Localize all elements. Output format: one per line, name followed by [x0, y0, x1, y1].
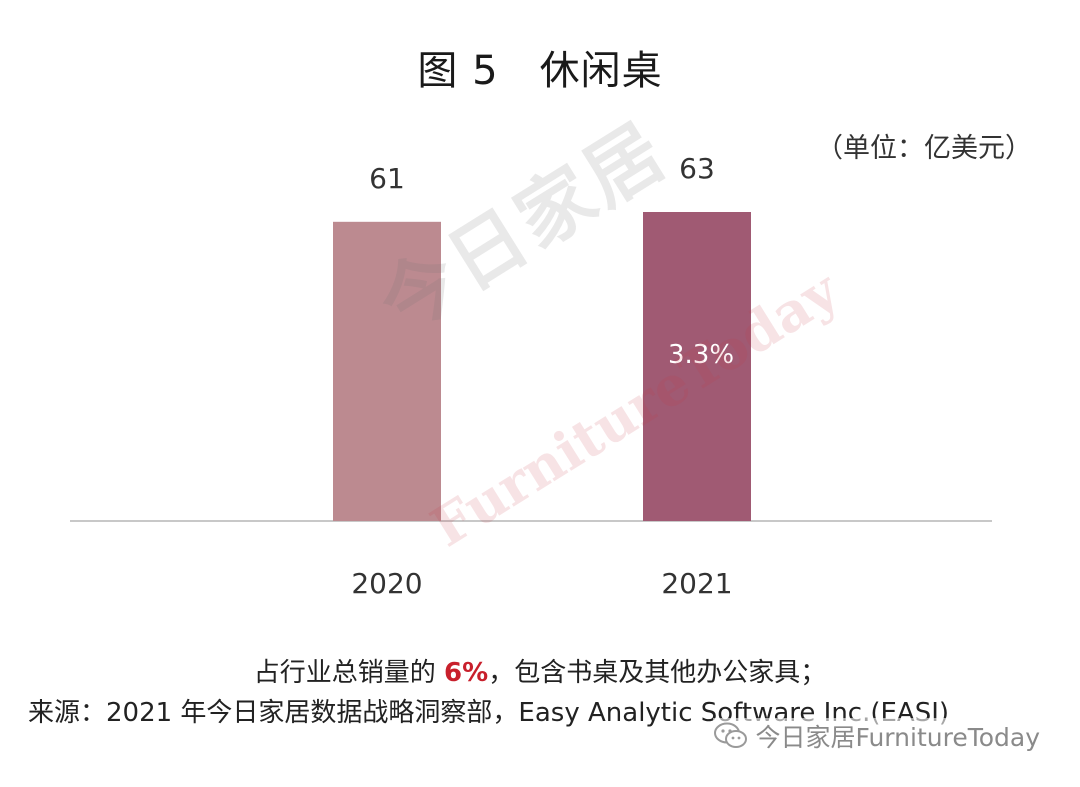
wechat-icon: [714, 722, 748, 748]
bar-2020: [333, 221, 441, 522]
unit-label: （单位：亿美元）: [816, 133, 1032, 164]
note-share-highlight: 6%: [444, 658, 489, 688]
note-share-prefix: 占行业总销量的: [253, 658, 445, 688]
note-share-suffix: ，包含书桌及其他办公家具；: [488, 658, 827, 688]
chart-title: 图 5 休闲桌: [417, 48, 663, 94]
value-label-2020: 61: [369, 162, 405, 195]
note-share: 占行业总销量的 6%，包含书桌及其他办公家具；: [0, 652, 1080, 689]
category-label-2021: 2021: [661, 567, 732, 600]
footer-brand-text: 今日家居FurnitureToday: [755, 723, 1040, 752]
bar-2021: [643, 212, 751, 521]
value-label-2021: 63: [679, 152, 715, 185]
growth-label: 3.3%: [668, 340, 734, 370]
category-label-2020: 2020: [351, 567, 422, 600]
labels-group: 61 2020 63 2021 3.3%: [351, 152, 734, 600]
footer-brand: 今日家居FurnitureToday: [713, 718, 1040, 754]
bars-group: [333, 212, 751, 522]
